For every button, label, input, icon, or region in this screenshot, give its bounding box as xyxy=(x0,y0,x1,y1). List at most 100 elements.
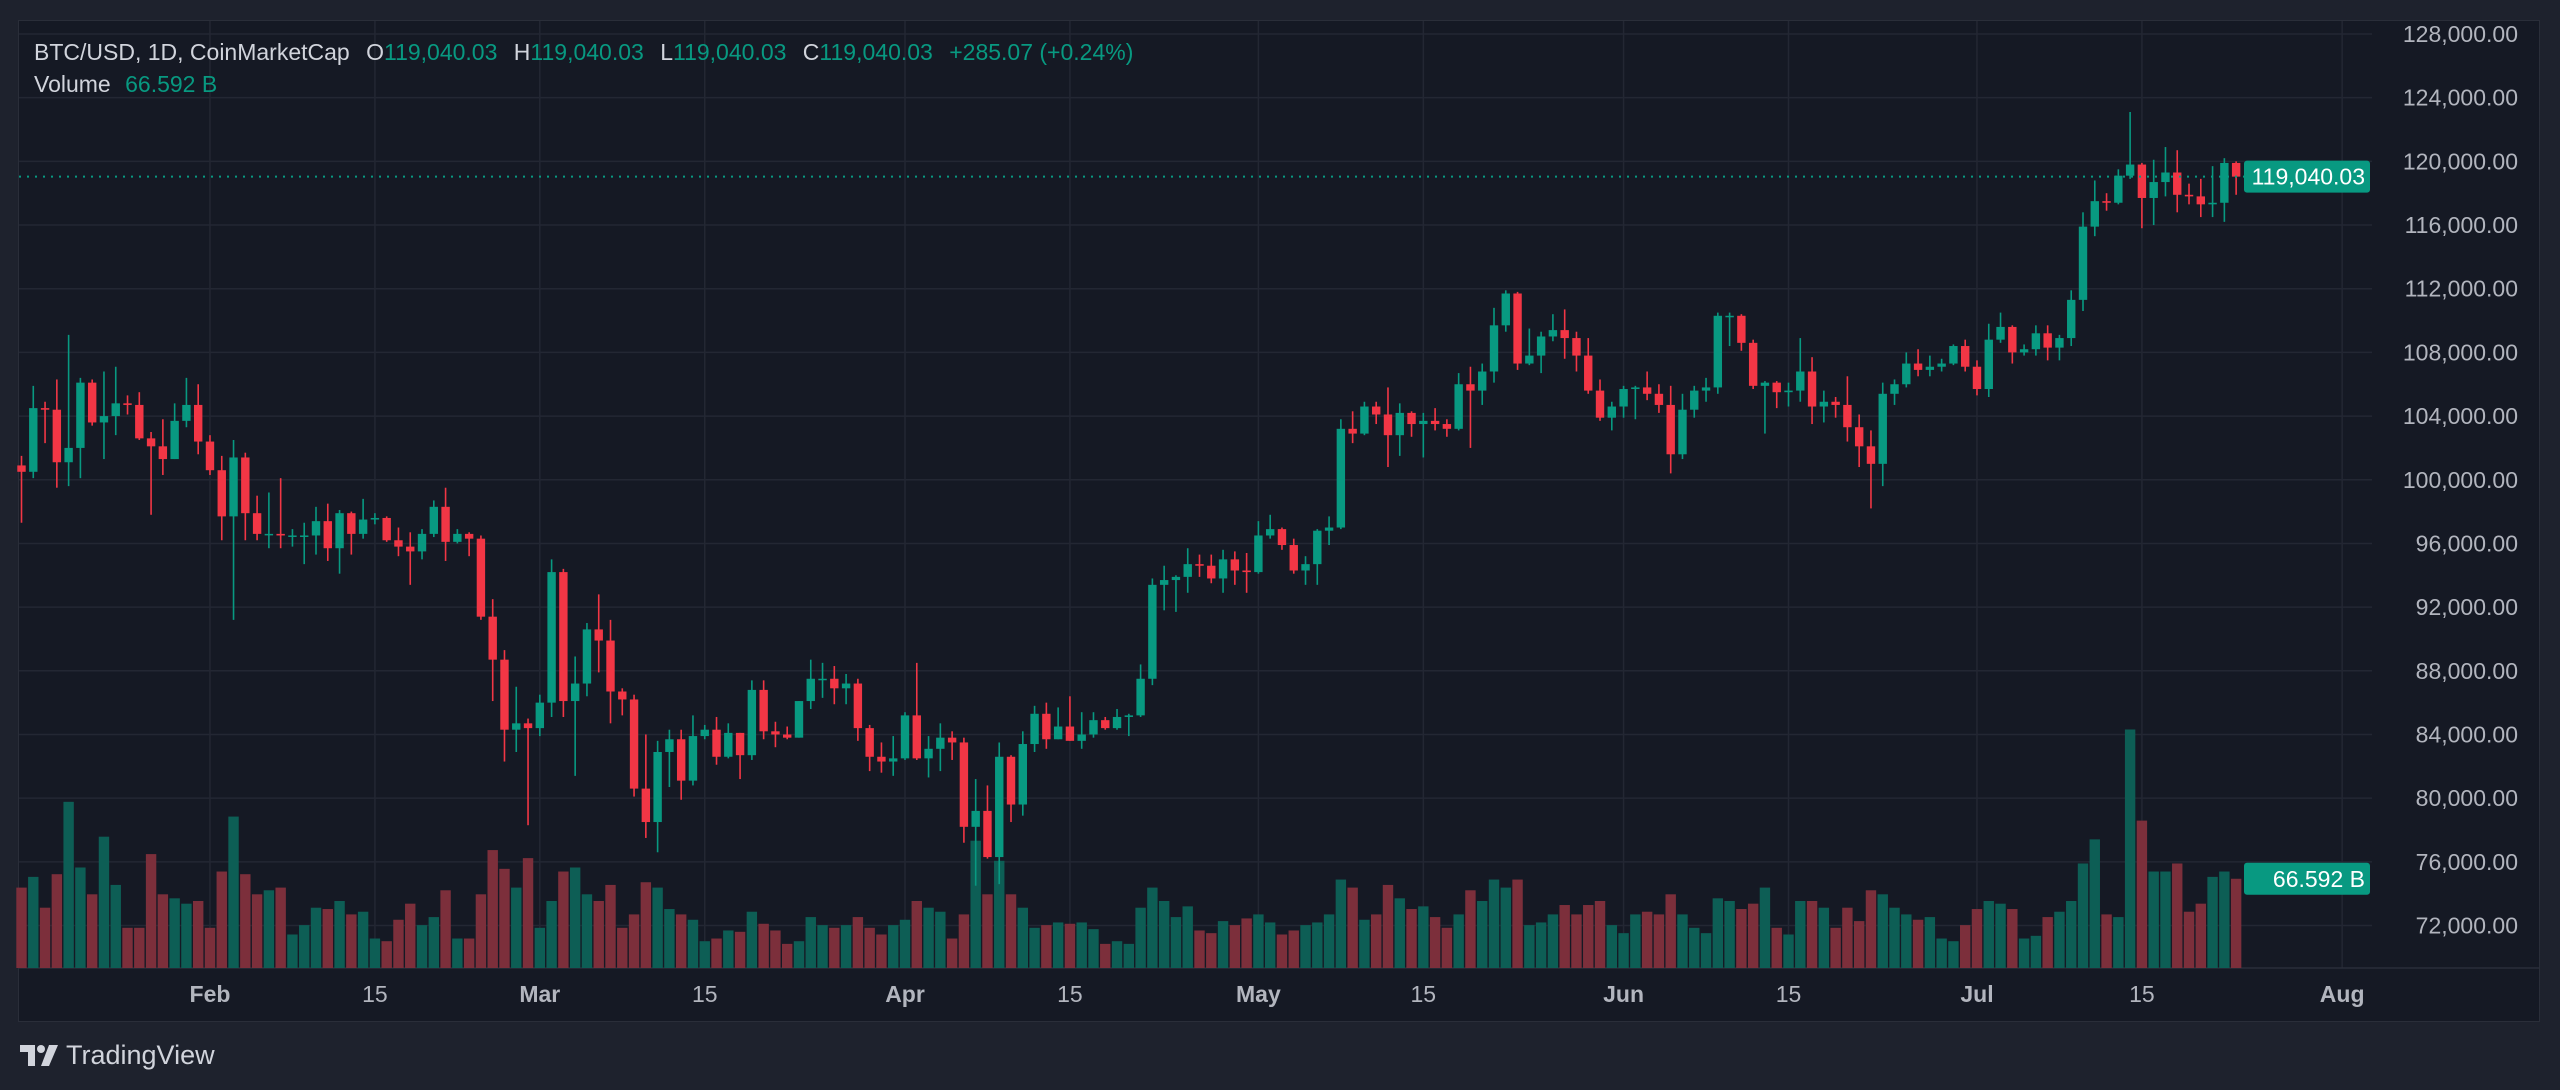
candle-body[interactable] xyxy=(2137,164,2147,198)
candle-body[interactable] xyxy=(971,810,980,827)
candle-body[interactable] xyxy=(1584,355,1593,391)
candle-body[interactable] xyxy=(547,572,556,703)
candle-body[interactable] xyxy=(453,533,462,542)
candle-body[interactable] xyxy=(1854,427,1864,447)
candle-body[interactable] xyxy=(877,756,886,762)
candle-body[interactable] xyxy=(40,408,50,410)
candle-body[interactable] xyxy=(947,737,957,743)
candle-body[interactable] xyxy=(1112,716,1122,729)
candle-body[interactable] xyxy=(783,734,792,738)
candle-body[interactable] xyxy=(1961,346,1970,367)
candle-body[interactable] xyxy=(1430,420,1440,425)
candle-body[interactable] xyxy=(406,546,415,552)
candle-body[interactable] xyxy=(1218,559,1228,579)
candle-body[interactable] xyxy=(653,751,662,823)
candle-body[interactable] xyxy=(1018,744,1027,805)
candle-body[interactable] xyxy=(441,506,450,542)
candle-body[interactable] xyxy=(1289,545,1298,571)
volume-label[interactable]: Volume xyxy=(34,71,111,97)
tradingview-brand[interactable]: TradingView xyxy=(20,1040,215,1071)
candle-body[interactable] xyxy=(1843,404,1852,428)
candle-body[interactable] xyxy=(1006,756,1016,805)
candle-body[interactable] xyxy=(229,457,238,517)
candle-body[interactable] xyxy=(995,756,1004,858)
candle-body[interactable] xyxy=(2043,333,2052,348)
candle-body[interactable] xyxy=(629,699,639,789)
candle-body[interactable] xyxy=(1089,720,1098,735)
candle-body[interactable] xyxy=(1466,384,1475,391)
candle-body[interactable] xyxy=(1725,315,1734,318)
candle-body[interactable] xyxy=(1784,390,1793,393)
candle-body[interactable] xyxy=(2019,349,2029,353)
candle-body[interactable] xyxy=(1077,734,1086,741)
candle-body[interactable] xyxy=(1030,713,1039,745)
candle-body[interactable] xyxy=(1996,326,2005,340)
candle-body[interactable] xyxy=(1301,564,1310,571)
candle-body[interactable] xyxy=(311,521,321,536)
candle-body[interactable] xyxy=(1984,339,1993,390)
candle-body[interactable] xyxy=(771,731,780,735)
candle-body[interactable] xyxy=(1572,338,1581,356)
candle-body[interactable] xyxy=(1183,564,1192,577)
candle-body[interactable] xyxy=(2114,175,2123,203)
candle-body[interactable] xyxy=(1407,412,1416,425)
candle-body[interactable] xyxy=(2125,164,2135,176)
candle-body[interactable] xyxy=(1619,389,1628,407)
candle-body[interactable] xyxy=(1701,387,1711,391)
candle-body[interactable] xyxy=(1890,384,1899,394)
candle-body[interactable] xyxy=(1748,342,1758,386)
candle-body[interactable] xyxy=(606,640,615,692)
candle-body[interactable] xyxy=(146,438,156,447)
candle-body[interactable] xyxy=(2208,202,2217,205)
candle-body[interactable] xyxy=(959,742,969,827)
candle-body[interactable] xyxy=(2220,162,2229,203)
candle-body[interactable] xyxy=(735,732,745,756)
candle-body[interactable] xyxy=(1548,330,1558,337)
candle-body[interactable] xyxy=(264,533,274,536)
candle-body[interactable] xyxy=(1666,404,1675,455)
candle-body[interactable] xyxy=(1148,584,1157,679)
candle-body[interactable] xyxy=(2067,299,2076,339)
candle-body[interactable] xyxy=(1607,406,1616,418)
candle-body[interactable] xyxy=(806,678,815,702)
candle-body[interactable] xyxy=(87,382,97,423)
candle-body[interactable] xyxy=(641,788,651,823)
candle-body[interactable] xyxy=(1454,384,1463,429)
candle-body[interactable] xyxy=(382,517,391,541)
candle-body[interactable] xyxy=(252,513,262,534)
candle-body[interactable] xyxy=(582,629,592,684)
candle-body[interactable] xyxy=(2102,201,2111,203)
candle-body[interactable] xyxy=(476,538,486,617)
candle-body[interactable] xyxy=(1972,366,1982,390)
candle-body[interactable] xyxy=(1101,720,1110,729)
candle-body[interactable] xyxy=(1478,371,1487,391)
candle-body[interactable] xyxy=(523,723,533,729)
candle-body[interactable] xyxy=(1419,420,1428,425)
candle-body[interactable] xyxy=(29,408,38,472)
candle-body[interactable] xyxy=(194,404,203,442)
candle-body[interactable] xyxy=(1336,428,1346,528)
candle-body[interactable] xyxy=(1136,678,1145,716)
candle-body[interactable] xyxy=(1866,446,1876,464)
candle-body[interactable] xyxy=(794,701,804,738)
candle-body[interactable] xyxy=(665,739,674,752)
candle-body[interactable] xyxy=(300,535,309,537)
candle-body[interactable] xyxy=(1760,382,1770,386)
candle-body[interactable] xyxy=(288,535,297,537)
candle-body[interactable] xyxy=(1395,412,1404,436)
candle-body[interactable] xyxy=(1878,393,1887,464)
candle-body[interactable] xyxy=(1348,428,1357,434)
candle-body[interactable] xyxy=(1065,726,1075,741)
symbol-title[interactable]: BTC/USD, 1D, CoinMarketCap xyxy=(34,39,350,65)
candle-body[interactable] xyxy=(76,382,85,448)
candle-body[interactable] xyxy=(1513,293,1522,364)
candle-body[interactable] xyxy=(2031,333,2041,350)
candle-body[interactable] xyxy=(2173,172,2182,195)
candle-body[interactable] xyxy=(488,616,497,660)
candle-body[interactable] xyxy=(1265,529,1275,536)
candle-body[interactable] xyxy=(182,404,191,421)
candle-body[interactable] xyxy=(900,715,910,759)
candle-body[interactable] xyxy=(323,521,332,549)
candle-body[interactable] xyxy=(1042,713,1051,740)
candle-body[interactable] xyxy=(983,810,992,858)
